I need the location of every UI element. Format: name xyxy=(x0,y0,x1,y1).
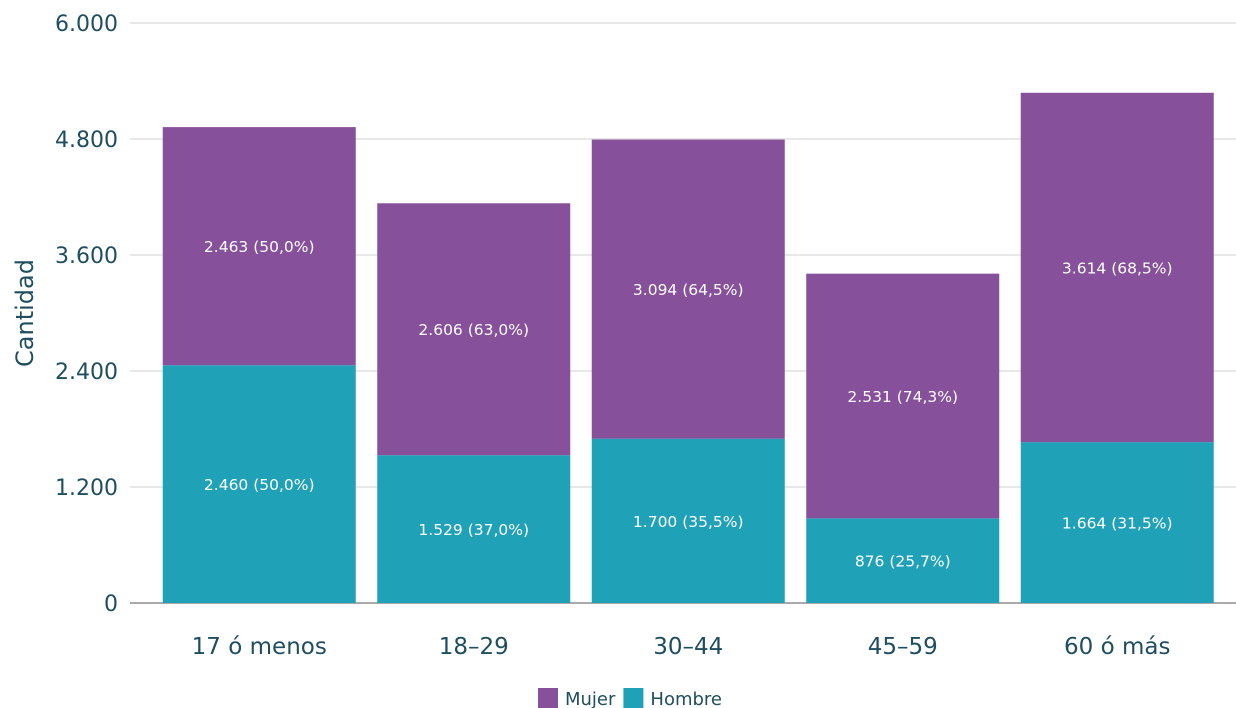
bar-mujer xyxy=(377,203,571,456)
y-tick-label: 0 xyxy=(104,592,118,617)
legend-swatch xyxy=(623,688,644,708)
bar-hombre xyxy=(806,518,1000,603)
x-tick-label: 60 ó más xyxy=(1064,634,1170,660)
data-label: 1.664 (31,5%) xyxy=(1062,515,1173,533)
data-label: 1.700 (35,5%) xyxy=(633,513,744,531)
y-tick-label: 3.600 xyxy=(55,244,118,269)
x-tick-label: 30–44 xyxy=(653,634,723,660)
data-label: 876 (25,7%) xyxy=(855,553,951,571)
data-label: 2.460 (50,0%) xyxy=(204,476,315,494)
bar-mujer xyxy=(162,127,356,366)
x-tick-label: 45–59 xyxy=(868,634,938,660)
bar-mujer xyxy=(1020,92,1214,443)
data-label: 2.531 (74,3%) xyxy=(847,388,958,406)
legend-item-hombre: Hombre xyxy=(623,688,722,708)
y-axis-ticks: 0 1.200 2.400 3.600 4.800 6.000 xyxy=(55,12,118,617)
x-tick-label: 17 ó menos xyxy=(192,634,327,660)
legend-label: Hombre xyxy=(650,689,722,708)
y-tick-label: 6.000 xyxy=(55,12,118,37)
x-tick-label: 18–29 xyxy=(439,634,509,660)
bar-mujer xyxy=(806,273,1000,519)
legend-label: Mujer xyxy=(565,689,616,708)
y-tick-label: 1.200 xyxy=(55,476,118,501)
legend-item-mujer: Mujer xyxy=(537,688,616,708)
legend: Mujer Hombre xyxy=(537,688,722,708)
bars xyxy=(162,92,1214,603)
y-tick-label: 4.800 xyxy=(55,128,118,153)
bar-hombre xyxy=(1020,442,1214,603)
bar-mujer xyxy=(591,139,785,439)
data-label: 2.606 (63,0%) xyxy=(418,321,529,339)
bar-hombre xyxy=(162,365,356,603)
data-label: 3.094 (64,5%) xyxy=(633,281,744,299)
y-axis-label: Cantidad xyxy=(11,259,39,367)
y-tick-label: 2.400 xyxy=(55,360,118,385)
legend-swatch xyxy=(537,688,558,708)
bar-hombre xyxy=(377,455,571,603)
x-axis-ticks: 17 ó menos 18–29 30–44 45–59 60 ó más xyxy=(192,634,1171,660)
data-label: 2.463 (50,0%) xyxy=(204,238,315,256)
data-label: 3.614 (68,5%) xyxy=(1062,259,1173,277)
bar-hombre xyxy=(591,438,785,603)
data-label: 1.529 (37,0%) xyxy=(418,521,529,539)
data-labels: 2.460 (50,0%) 2.463 (50,0%) 1.529 (37,0%) 2… xyxy=(204,238,1173,571)
